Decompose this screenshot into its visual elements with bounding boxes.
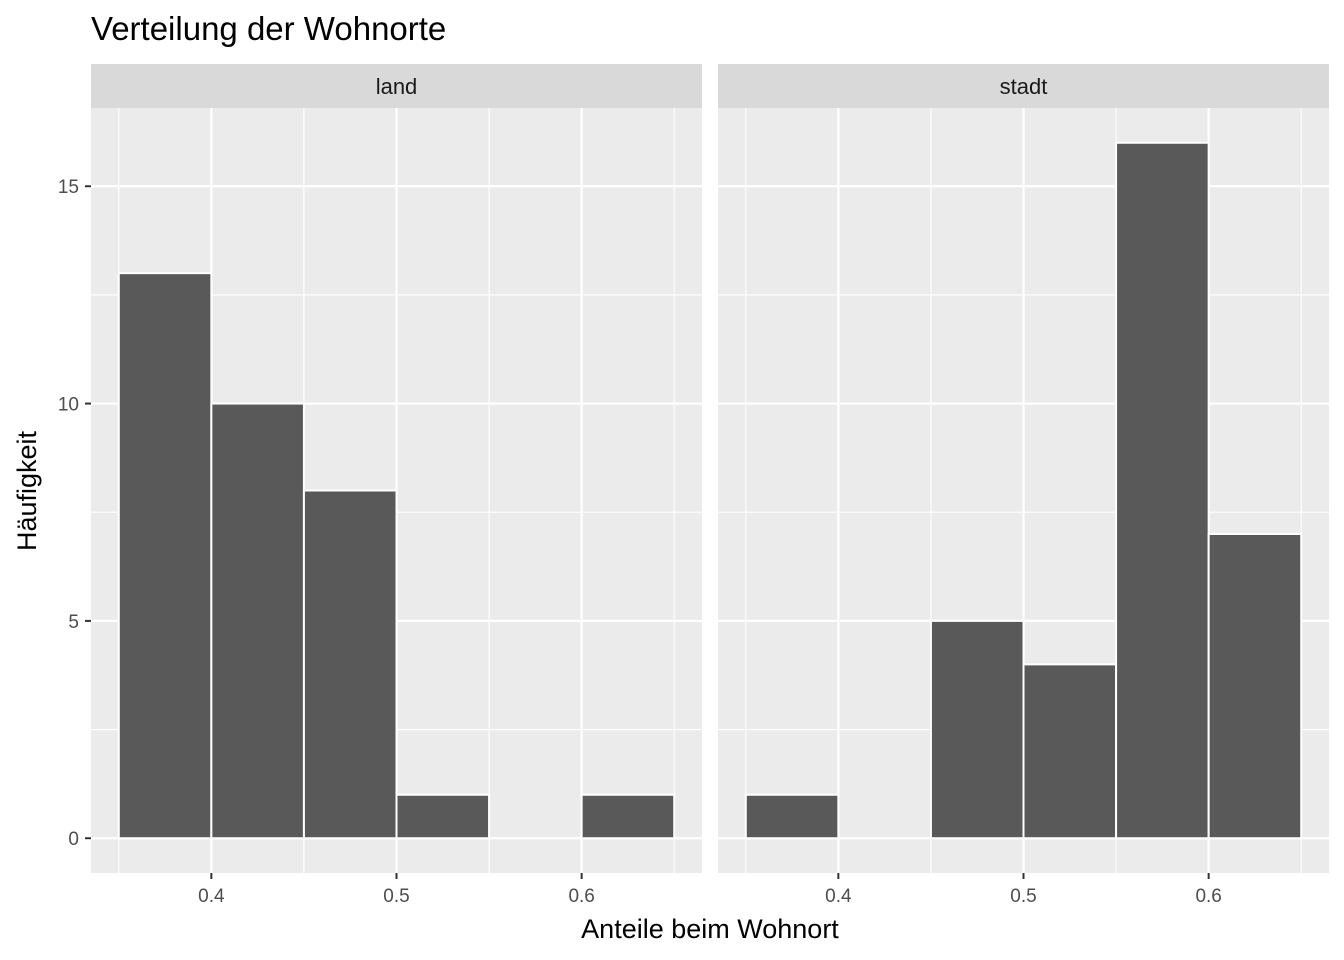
x-tick-label: 0.4 bbox=[198, 886, 225, 907]
histogram-bar bbox=[929, 619, 1025, 840]
histogram-bar bbox=[117, 272, 213, 840]
y-tick-label: 5 bbox=[68, 612, 79, 633]
y-tick-label: 15 bbox=[58, 177, 79, 198]
histogram-bar bbox=[744, 793, 840, 840]
x-axis-title: Anteile beim Wohnort bbox=[581, 914, 839, 944]
facet-strip bbox=[718, 64, 1329, 108]
y-axis: 0 5 10 15 bbox=[58, 177, 91, 850]
histogram-bar bbox=[395, 793, 491, 840]
facet-strip-label: land bbox=[376, 74, 418, 99]
histogram-bar bbox=[1022, 663, 1118, 840]
x-tick-label: 0.6 bbox=[1195, 886, 1221, 907]
y-tick-label: 10 bbox=[58, 395, 79, 416]
facet-panel-land: land 0.4 0.5 0.6 bbox=[91, 64, 702, 907]
histogram-bar bbox=[1115, 141, 1210, 840]
x-tick-label: 0.5 bbox=[1010, 886, 1036, 907]
histogram-bar bbox=[210, 402, 305, 840]
histogram-bar bbox=[302, 489, 398, 840]
y-tick-label: 0 bbox=[68, 829, 79, 850]
facet-strip-label: stadt bbox=[1000, 74, 1048, 99]
facet-panel-stadt: stadt 0.4 0.5 0.6 bbox=[718, 64, 1329, 907]
x-tick-label: 0.4 bbox=[825, 886, 852, 907]
histogram-bar bbox=[580, 793, 676, 840]
x-tick-label: 0.6 bbox=[568, 886, 594, 907]
x-tick-label: 0.5 bbox=[383, 886, 409, 907]
histogram-bar bbox=[1207, 532, 1303, 840]
facet-panels: land 0.4 0.5 0.6 stadt 0.4 0.5 0.6 bbox=[91, 64, 1329, 907]
chart-title: Verteilung der Wohnorte bbox=[91, 10, 446, 47]
y-axis-title: Häufigkeit bbox=[12, 430, 42, 551]
facet-strip bbox=[91, 64, 702, 108]
